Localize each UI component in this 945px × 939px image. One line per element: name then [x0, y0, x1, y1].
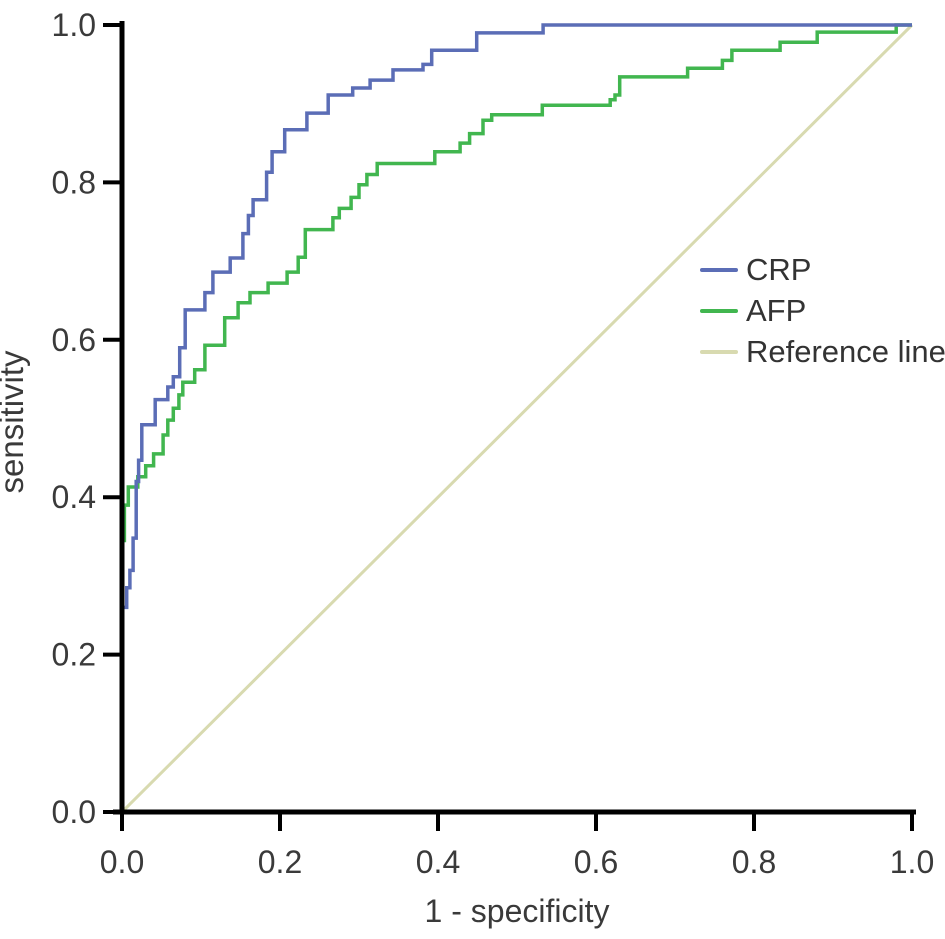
roc-curve-afp	[120, 23, 912, 812]
y-tick-label: 1.0	[52, 7, 96, 43]
y-tick-label: 0.2	[52, 637, 96, 673]
legend-item-afp: AFP	[700, 295, 945, 326]
x-tick-label: 0.2	[258, 844, 302, 880]
legend-item-reference: Reference line	[700, 336, 945, 367]
y-tick-label: 0.4	[52, 479, 96, 515]
legend-label-afp: AFP	[746, 293, 807, 328]
x-tick-label: 0.6	[574, 844, 618, 880]
roc-curve-crp	[120, 23, 912, 812]
x-tick-label: 0.4	[416, 844, 460, 880]
legend-label-crp: CRP	[746, 252, 812, 287]
legend: CRP AFP Reference line	[700, 254, 945, 367]
roc-curve-reference-line	[120, 23, 914, 814]
legend-item-crp: CRP	[700, 254, 945, 285]
afp-line-swatch-icon	[700, 308, 738, 313]
y-tick-label: 0.0	[52, 794, 96, 830]
x-tick-label: 0.8	[732, 844, 776, 880]
y-axis-title: sensitivity	[0, 350, 30, 494]
legend-label-reference: Reference line	[746, 334, 945, 369]
y-tick-label: 0.8	[52, 164, 96, 200]
reference-line-swatch-icon	[700, 349, 738, 354]
x-tick-label: 1.0	[890, 844, 934, 880]
x-tick-label: 0.0	[100, 844, 144, 880]
crp-line-swatch-icon	[700, 267, 738, 272]
x-axis-title: 1 - specificity	[425, 893, 610, 929]
y-tick-label: 0.6	[52, 322, 96, 358]
